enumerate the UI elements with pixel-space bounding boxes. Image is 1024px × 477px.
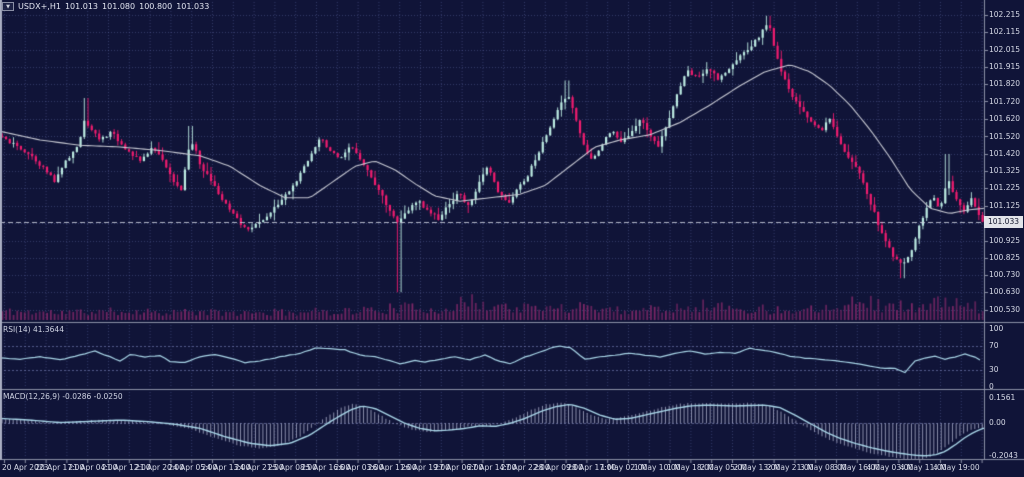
time-axis-label: 25 Apr 08:00 <box>268 463 317 472</box>
chart-title-bar: ▼ USDX+,H1 101.013 101.080 100.800 101.0… <box>2 2 209 11</box>
time-axis-label: 27 Apr 22:00 <box>500 463 550 472</box>
time-axis-label: 25 Apr 16:00 <box>301 463 351 472</box>
time-axis-label: 1 May 18:00 <box>667 463 714 472</box>
price-axis-label: 101.225 <box>989 183 1021 193</box>
time-axis-label: 4 May 03:00 <box>866 463 914 472</box>
time-axis-label: 28 Apr 17:00 <box>567 463 617 472</box>
time-axis-label: 24 Apr 21:00 <box>234 463 284 472</box>
rsi-axis-label: 30 <box>989 364 999 374</box>
time-axis-label: 20 Apr 2023 <box>2 463 49 472</box>
price-axis-label: 101.720 <box>989 96 1021 106</box>
symbol-timeframe-label: USDX+,H1 <box>18 2 61 11</box>
price-axis-label: 100.730 <box>989 269 1021 279</box>
ohlc-close: 101.033 <box>176 2 210 11</box>
price-axis-label: 101.620 <box>989 114 1021 123</box>
time-axis-label: 4 May 19:00 <box>933 463 980 472</box>
time-axis-label: 20 Apr 17:00 <box>35 463 85 472</box>
time-axis-label: 2 May 21:00 <box>766 463 814 472</box>
ohlc-low: 100.800 <box>139 2 173 11</box>
time-axis-label: 26 Apr 19:00 <box>401 463 450 472</box>
price-axis-label: 100.630 <box>989 287 1021 297</box>
time-axis-label: 1 May 02:00 <box>600 463 648 472</box>
chart-dropdown-button[interactable]: ▼ <box>2 2 14 11</box>
time-axis-label: 28 Apr 09:00 <box>534 463 583 472</box>
time-axis-label: 27 Apr 06:00 <box>434 463 484 472</box>
time-axis-label: 4 May 11:00 <box>899 463 947 472</box>
macd-axis-label: 0.00 <box>989 418 1006 428</box>
price-axis-label: 101.520 <box>989 131 1021 141</box>
price-axis-label: 100.530 <box>989 304 1021 314</box>
current-price-tag: 101.033 <box>984 215 1023 228</box>
rsi-indicator-label: RSI(14) 41.3644 <box>3 325 64 334</box>
time-axis-label: 21 Apr 12:00 <box>101 463 151 472</box>
time-axis-label: 3 May 08:00 <box>800 463 847 472</box>
ohlc-high: 101.080 <box>102 2 136 11</box>
time-axis-label: 2 May 13:00 <box>733 463 781 472</box>
time-axis-label: 2 May 05:00 <box>700 463 747 472</box>
macd-axis-label: 0.1561 <box>989 392 1016 402</box>
ohlc-open: 101.013 <box>64 2 99 11</box>
price-axis-label: 102.015 <box>989 44 1021 54</box>
macd-indicator-label: MACD(12,26,9) -0.0286 -0.0250 <box>3 392 123 401</box>
rsi-axis-label: 0 <box>989 382 994 391</box>
time-axis-label: 26 Apr 03:00 <box>334 463 384 472</box>
price-axis-label: 100.825 <box>989 253 1021 263</box>
price-axis-label: 101.820 <box>989 79 1021 88</box>
price-axis-label: 101.420 <box>989 149 1021 158</box>
time-axis-label: 21 Apr 20:00 <box>135 463 184 472</box>
time-axis-label: 26 Apr 11:00 <box>367 463 417 472</box>
time-axis-label: 24 Apr 05:00 <box>168 463 218 472</box>
price-axis-label: 102.115 <box>989 27 1021 37</box>
rsi-axis-label: 100 <box>989 324 1004 333</box>
time-axis-label: 3 May 16:00 <box>833 463 880 472</box>
time-axis-label: 21 Apr 04:00 <box>68 463 118 472</box>
price-axis-label: 100.925 <box>989 235 1021 245</box>
macd-axis-label: -0.2043 <box>989 451 1018 460</box>
time-axis-label: 24 Apr 13:00 <box>201 463 251 472</box>
price-axis-label: 101.325 <box>989 165 1021 175</box>
price-axis-label: 102.215 <box>989 9 1021 19</box>
rsi-axis-label: 70 <box>989 341 999 351</box>
price-axis-label: 101.125 <box>989 200 1021 210</box>
price-axis-label: 101.915 <box>989 62 1021 72</box>
time-axis-label: 27 Apr 14:00 <box>467 463 517 472</box>
time-axis-label: 1 May 10:00 <box>633 463 681 472</box>
